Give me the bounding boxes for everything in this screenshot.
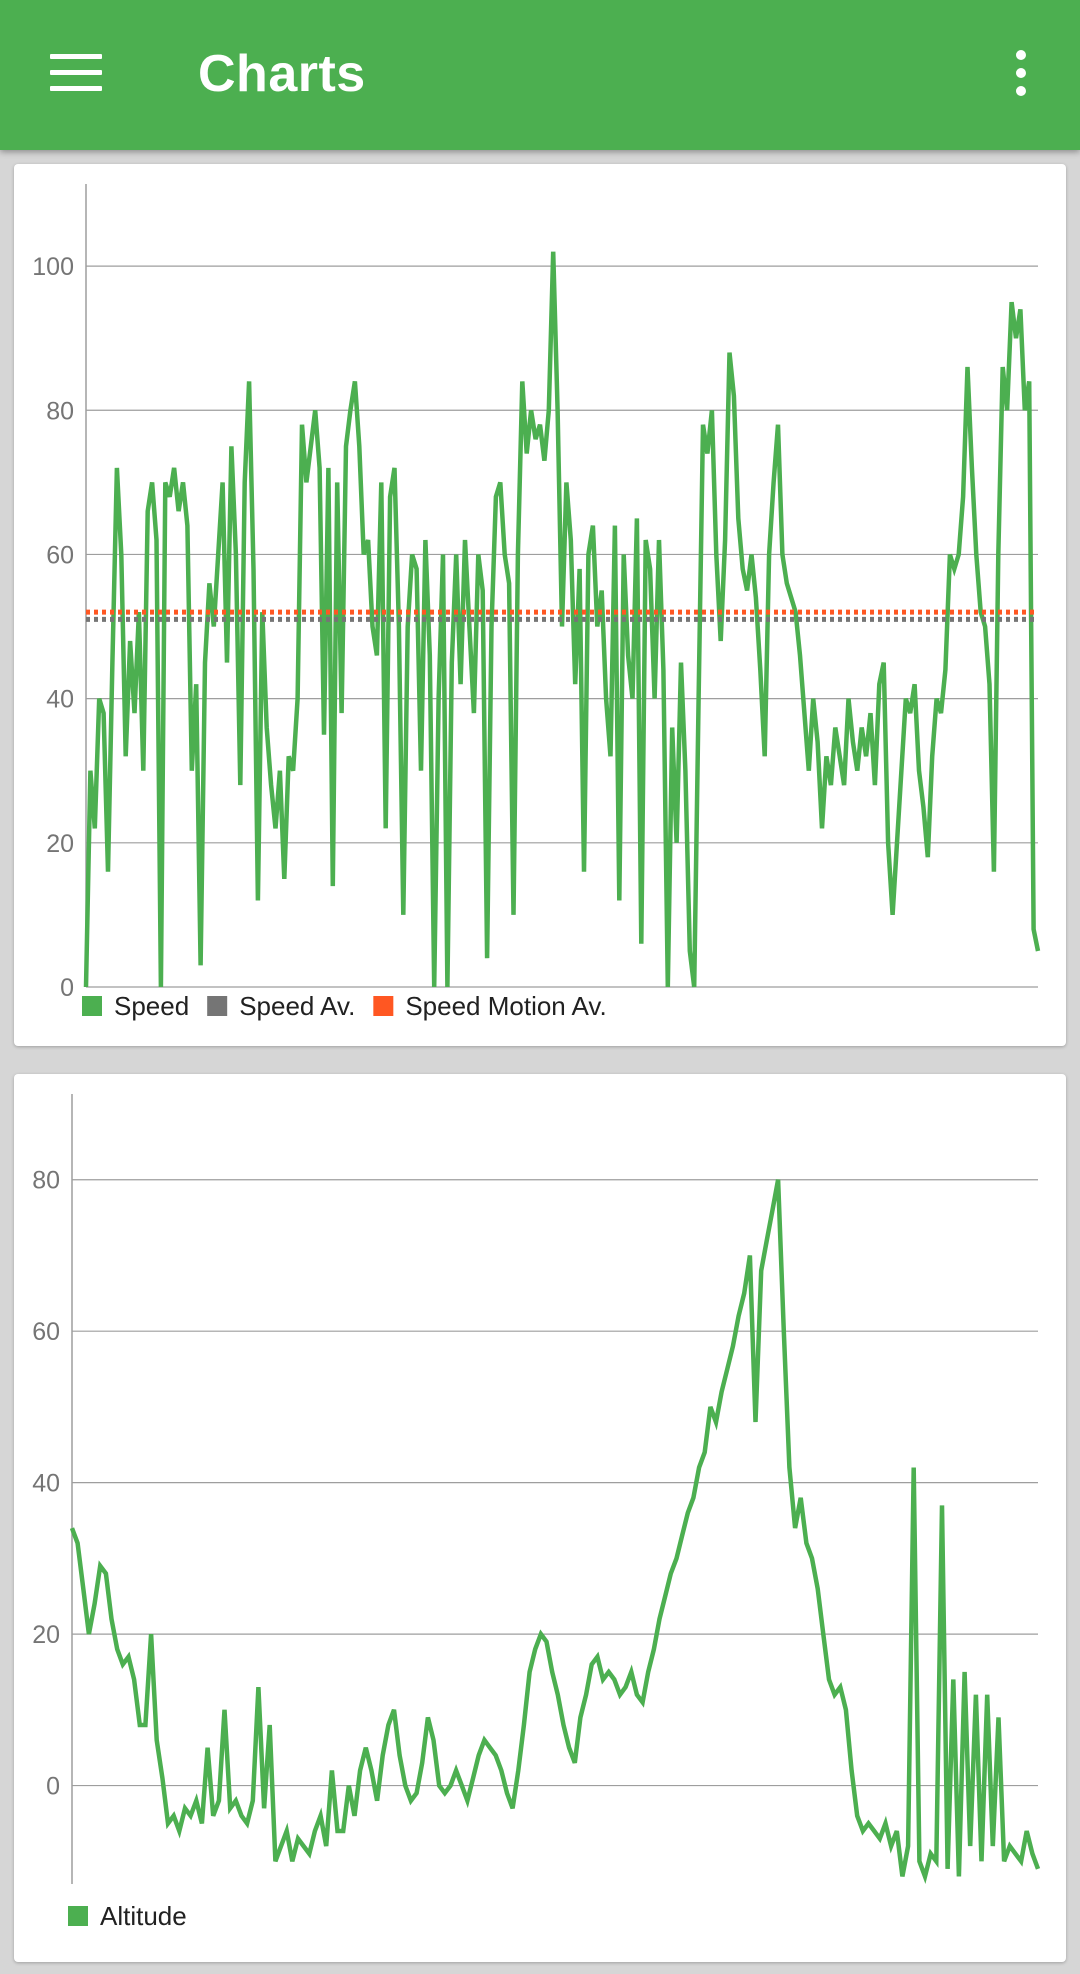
y-tick-label: 20 [32, 1621, 60, 1649]
y-tick-label: 0 [46, 1773, 60, 1801]
y-tick-label: 40 [32, 1470, 60, 1498]
speed-chart-card: 0 20 40 60 80 100 Speed Speed Av. Speed Motion … [14, 164, 1066, 1046]
y-tick-label: 20 [46, 830, 74, 858]
more-vert-icon[interactable] [1000, 46, 1040, 102]
y-tick-label: 0 [60, 974, 74, 1002]
y-tick-label: 40 [46, 686, 74, 714]
y-tick-label: 80 [32, 1167, 60, 1195]
legend-label: Speed [114, 991, 189, 1021]
legend-swatch [207, 996, 228, 1016]
hamburger-menu-icon[interactable] [40, 50, 104, 98]
legend-label: Speed Av. [239, 991, 355, 1021]
legend-swatch [373, 996, 394, 1016]
legend-swatch [82, 996, 102, 1016]
y-tick-label: 80 [46, 397, 74, 425]
app-bar: Charts [0, 0, 1080, 150]
legend-swatch [68, 1906, 88, 1926]
y-tick-label: 100 [32, 253, 74, 281]
altitude-chart-card: 0 20 40 60 80 Altitude [14, 1074, 1066, 1962]
legend-label: Altitude [100, 1901, 187, 1931]
speed-chart[interactable]: 0 20 40 60 80 100 Speed Speed Av. Speed Motion … [14, 164, 1066, 1046]
series-line-speed [83, 251, 1041, 988]
page-title: Charts [198, 45, 366, 103]
y-tick-label: 60 [46, 541, 74, 569]
legend-label: Speed Motion Av. [405, 991, 606, 1021]
y-tick-label: 60 [32, 1318, 60, 1346]
altitude-chart[interactable]: 0 20 40 60 80 Altitude [14, 1074, 1066, 1962]
series-line-altitude [69, 1179, 1041, 1884]
